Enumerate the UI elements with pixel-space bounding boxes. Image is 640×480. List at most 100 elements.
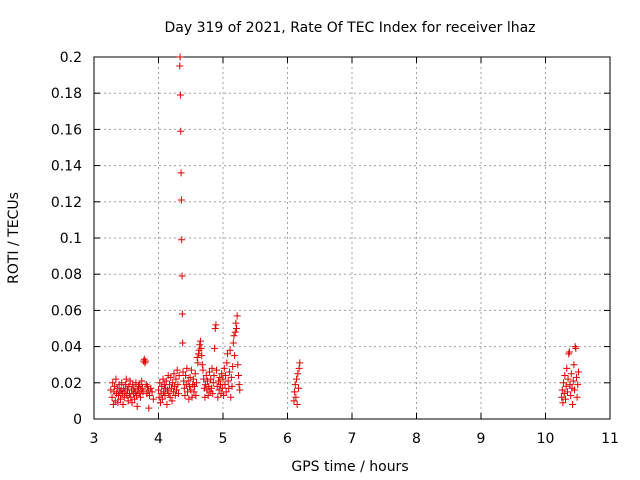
data-point [132,379,140,387]
data-point [216,373,224,381]
data-point [191,382,199,390]
data-point [116,395,124,403]
x-tick-label: 9 [477,431,486,447]
axis-ticks [93,56,611,420]
data-point [220,391,228,399]
data-point [571,343,579,351]
data-point [191,370,199,378]
data-point [180,384,188,392]
data-point [139,388,147,396]
data-point [184,388,192,396]
data-point [181,391,189,399]
data-point [149,395,157,403]
data-point [187,386,195,394]
data-point [194,359,202,367]
data-point [227,373,235,381]
data-point [561,395,569,403]
data-point [176,91,184,99]
data-point [169,388,177,396]
y-tick-label: 0.1 [60,231,82,247]
data-point [135,382,143,390]
data-point [291,388,299,396]
data-point [572,344,580,352]
data-point [173,366,181,374]
data-point [211,325,219,332]
y-tick-label: 0.06 [51,303,82,319]
data-point [564,375,572,383]
data-point [135,390,143,398]
data-point [119,401,127,409]
x-tick-label: 4 [154,431,163,447]
x-axis-label: GPS time / hours [291,459,408,475]
data-point [219,375,227,383]
data-point [136,381,144,389]
data-point [178,236,186,244]
data-point [142,381,150,389]
data-point [218,384,226,392]
data-point [183,364,191,372]
y-tick-label: 0.08 [51,267,82,283]
data-point [107,386,115,394]
data-point [204,391,212,399]
data-point [292,393,300,401]
data-point [120,384,128,392]
data-point [124,397,132,405]
data-point [171,391,179,399]
data-point [563,388,571,396]
data-point [190,388,198,396]
data-point [229,363,237,371]
data-point [574,368,582,376]
y-tick-label: 0.12 [51,195,82,211]
data-point [296,359,304,367]
data-point [142,357,150,365]
data-point [185,395,193,403]
data-point [196,337,204,345]
data-point [155,393,163,401]
data-point [147,384,155,392]
data-point [194,350,202,358]
data-point [295,364,303,372]
data-point [113,384,121,392]
data-point [182,372,190,380]
data-point [204,377,212,385]
data-point [199,366,207,374]
data-point [231,352,239,360]
data-point [558,393,566,401]
data-point [561,372,569,380]
data-point [171,382,179,390]
data-point [128,399,136,407]
data-point [232,319,240,327]
data-point [174,381,182,389]
data-point [193,353,201,361]
y-tick-label: 0.04 [51,340,82,356]
data-point [224,377,232,385]
data-point [227,393,235,401]
data-point [560,390,568,398]
data-point [138,384,146,392]
data-point [563,364,571,372]
x-tick-labels: 3 4 5 6 7 8 9 10 11 [90,431,619,447]
data-point [192,391,200,399]
data-point [224,350,232,358]
data-point [122,381,130,389]
data-point [175,372,183,380]
data-point [562,382,570,390]
data-point [210,372,218,380]
data-point [215,386,223,394]
data-point [162,377,170,385]
chart-title: Day 319 of 2021, Rate Of TEC Index for r… [164,20,535,36]
data-point [213,382,221,390]
x-tick-label: 3 [90,431,99,447]
data-point [127,393,135,401]
data-point [178,272,186,280]
data-point [222,388,230,396]
data-point [566,381,574,389]
data-point [184,377,192,385]
data-point [174,390,182,398]
data-point [166,393,174,401]
data-point [558,386,566,394]
data-point [169,379,177,387]
data-point [565,350,573,358]
data-point [138,377,146,385]
